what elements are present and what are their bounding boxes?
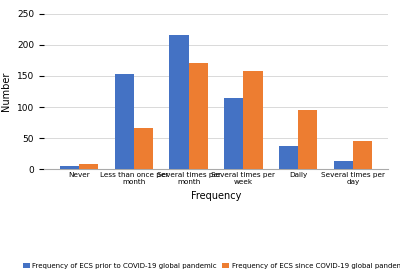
Bar: [244, 71, 263, 169]
Y-axis label: Number: Number: [2, 72, 12, 111]
Legend: Frequency of ECS prior to COVID-19 global pandemic, Frequency of ECS since COVID: Frequency of ECS prior to COVID-19 globa…: [22, 263, 400, 269]
Bar: [114, 74, 134, 169]
Bar: [169, 35, 188, 169]
Bar: [60, 166, 79, 169]
Bar: [353, 141, 372, 169]
Bar: [334, 161, 353, 169]
Bar: [79, 164, 98, 169]
Bar: [298, 110, 318, 169]
Bar: [134, 128, 153, 169]
Bar: [188, 63, 208, 169]
Bar: [224, 98, 244, 169]
Bar: [279, 146, 298, 169]
X-axis label: Frequency: Frequency: [191, 191, 241, 201]
